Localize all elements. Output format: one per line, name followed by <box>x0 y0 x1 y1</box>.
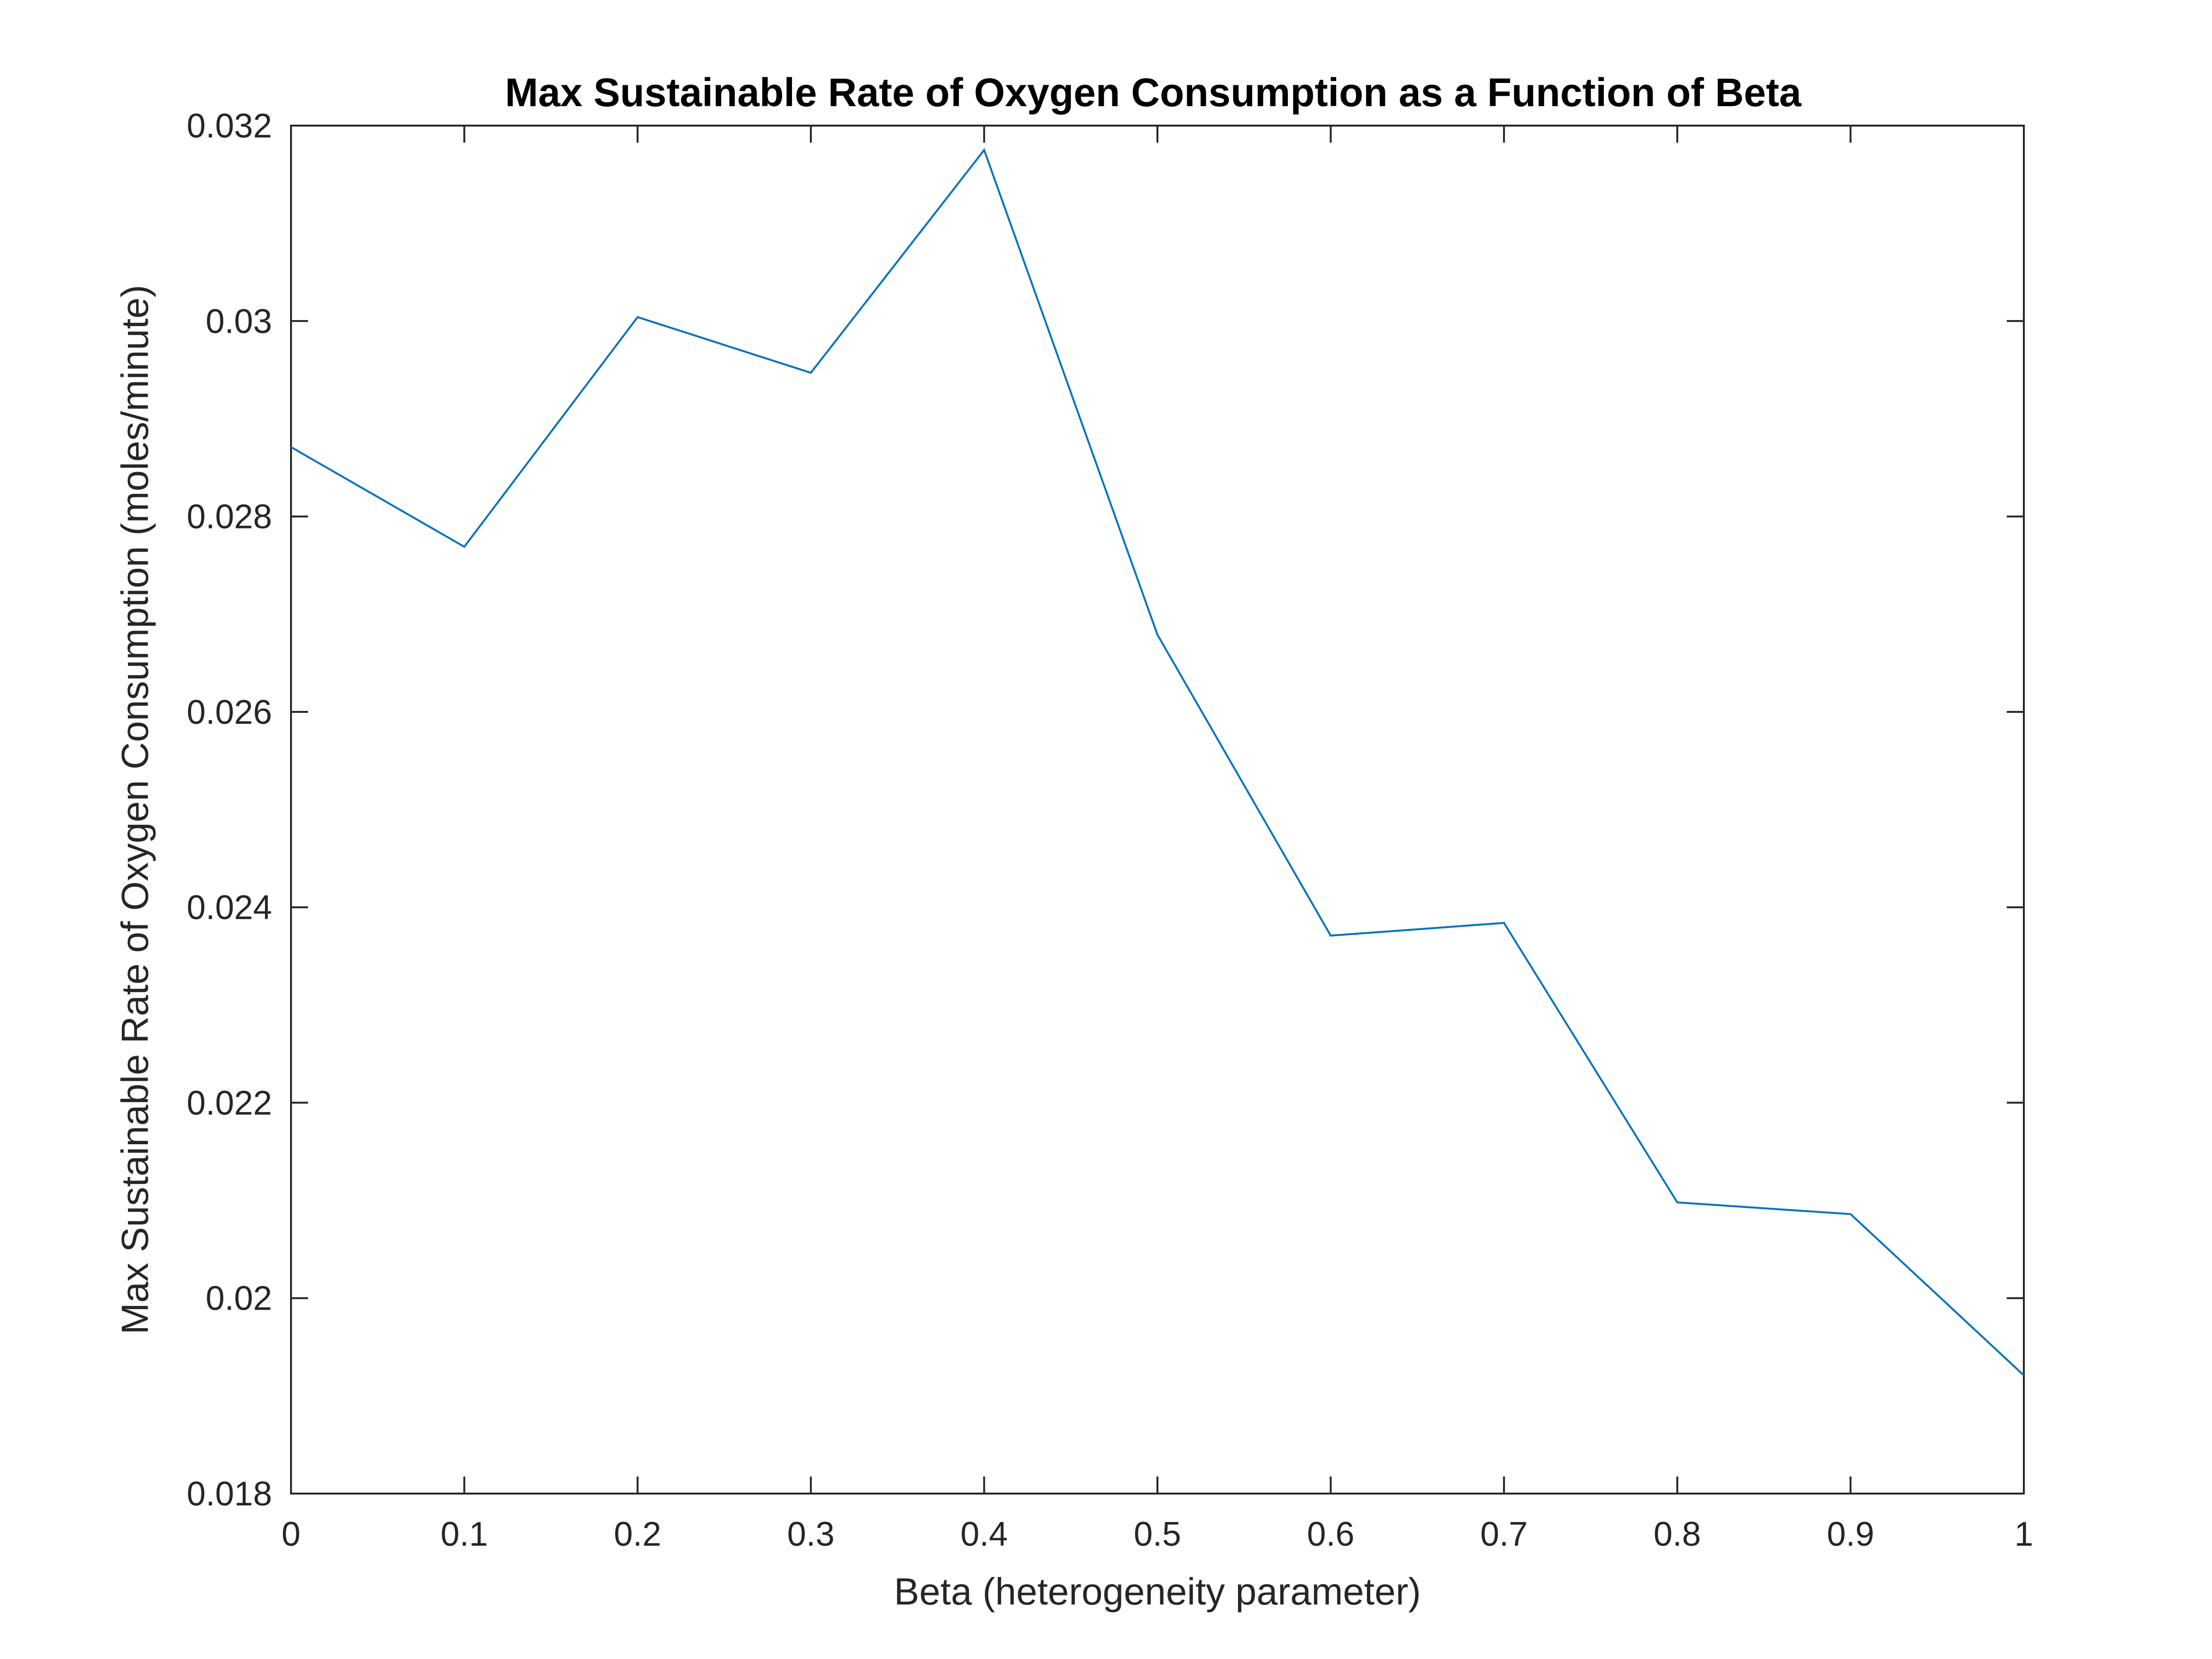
y-tick-label: 0.028 <box>187 498 272 536</box>
x-axis: 0 0.1 0.2 0.3 0.4 0.5 0.6 0.7 0.8 0.9 1 <box>282 126 2033 1553</box>
y-tick-label: 0.026 <box>187 693 272 731</box>
x-tick-label: 1 <box>2014 1515 2033 1553</box>
chart-title: Max Sustainable Rate of Oxygen Consumpti… <box>505 70 1802 115</box>
y-tick-label: 0.024 <box>187 889 272 927</box>
x-tick-label: 0.4 <box>960 1515 1008 1553</box>
y-tick-label: 0.022 <box>187 1084 272 1122</box>
series-layer <box>291 148 2025 1376</box>
y-tick-label: 0.02 <box>206 1280 272 1318</box>
x-tick-label: 0.8 <box>1654 1515 1701 1553</box>
y-tick-label: 0.032 <box>187 107 272 145</box>
x-tick-label: 0.5 <box>1134 1515 1181 1553</box>
x-tick-label: 0.2 <box>614 1515 661 1553</box>
y-tick-label: 0.018 <box>187 1475 272 1513</box>
x-tick-label: 0.3 <box>787 1515 835 1553</box>
x-tick-label: 0 <box>282 1515 300 1553</box>
x-tick-label: 0.9 <box>1827 1515 1874 1553</box>
y-tick-label: 0.03 <box>206 302 272 340</box>
y-axis: 0.018 0.02 0.022 0.024 0.026 0.028 0.03 0.032 <box>187 107 2024 1513</box>
x-tick-label: 0.1 <box>441 1515 488 1553</box>
x-tick-label: 0.6 <box>1307 1515 1355 1553</box>
x-tick-label: 0.7 <box>1480 1515 1528 1553</box>
y-axis-label: Max Sustainable Rate of Oxygen Consumpti… <box>114 285 156 1334</box>
series-line-0 <box>291 148 2025 1376</box>
plot-area <box>290 125 2025 1495</box>
x-axis-label: Beta (heterogeneity parameter) <box>894 1570 1421 1613</box>
